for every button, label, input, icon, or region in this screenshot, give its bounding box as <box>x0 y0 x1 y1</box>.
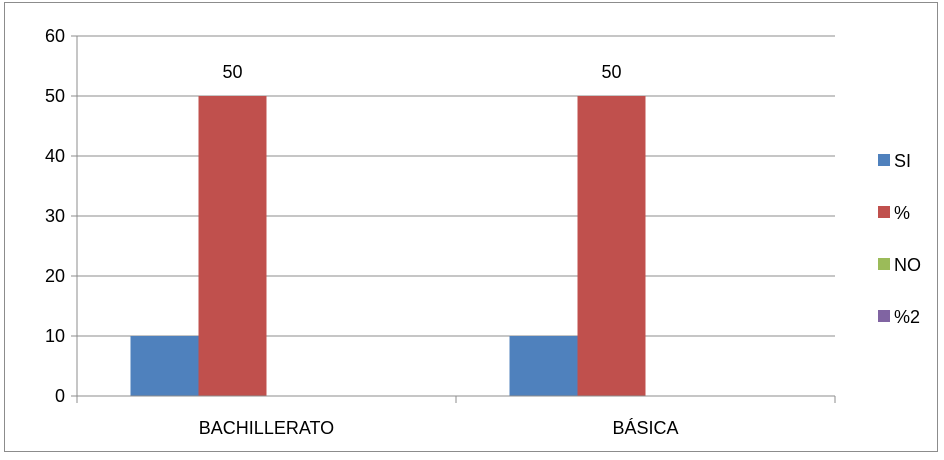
data-label: 50 <box>601 62 621 82</box>
y-tick-label: 30 <box>45 206 65 226</box>
y-tick-label: 0 <box>55 386 65 406</box>
bar-2 <box>198 96 267 396</box>
legend-label: NO <box>894 255 921 275</box>
y-tick-label: 10 <box>45 326 65 346</box>
legend: SI% NO %2 <box>878 151 921 327</box>
data-label: 50 <box>222 62 242 82</box>
y-tick-label: 60 <box>45 26 65 46</box>
bar-chart: 0 10 20 30 40 50 60 50 BACHILLERATO 50 BÁSICA SI% N… <box>45 26 921 438</box>
bar-1 <box>130 336 199 396</box>
bar-2 <box>577 96 646 396</box>
category-label: BACHILLERATO <box>199 418 334 438</box>
legend-label: %2 <box>894 307 920 327</box>
labels: 0 10 20 30 40 50 60 50 BACHILLERATO 50 BÁSICA <box>45 26 679 438</box>
y-tick-label: 20 <box>45 266 65 286</box>
y-tick-label: 40 <box>45 146 65 166</box>
legend-label: SI <box>894 151 911 171</box>
axes <box>71 35 836 403</box>
legend-swatch <box>878 154 890 166</box>
legend-swatch <box>878 206 890 218</box>
legend-swatch <box>878 310 890 322</box>
chart-frame: 0 10 20 30 40 50 60 50 BACHILLERATO 50 BÁSICA SI% N… <box>4 2 938 452</box>
legend-label: % <box>894 203 910 223</box>
gridlines <box>77 35 835 337</box>
category-label: BÁSICA <box>612 418 678 438</box>
bar-1 <box>509 336 578 396</box>
bars <box>130 96 646 396</box>
y-tick-label: 50 <box>45 86 65 106</box>
legend-swatch <box>878 258 890 270</box>
